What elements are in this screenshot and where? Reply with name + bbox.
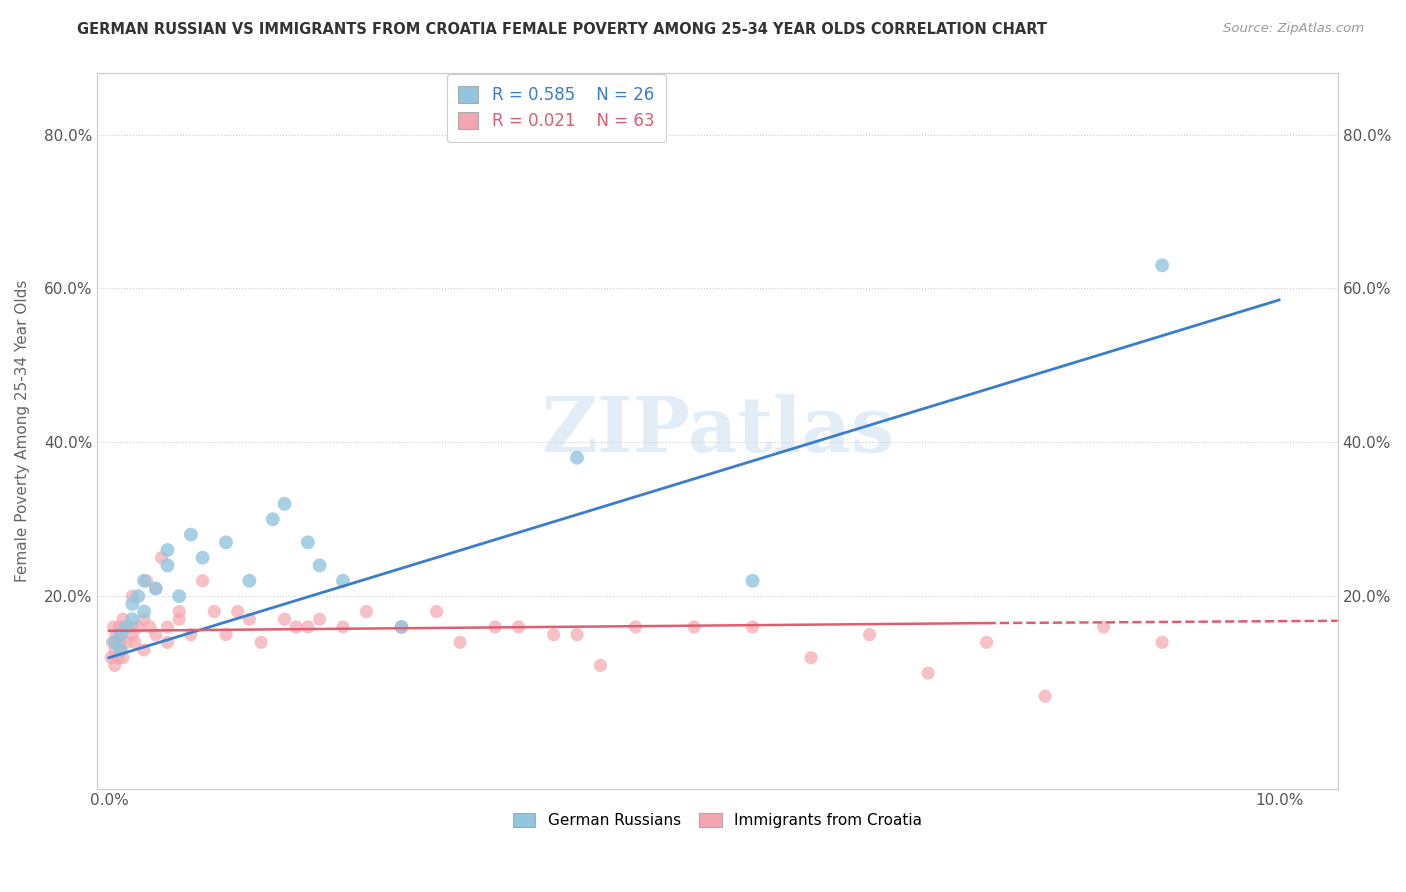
Text: ZIPatlas: ZIPatlas [541, 393, 894, 467]
Point [110, 627, 132, 641]
Point [132, 612, 155, 626]
Point [741, 574, 763, 588]
Point [127, 589, 149, 603]
Point [202, 605, 225, 619]
Point [100, 650, 122, 665]
Point [800, 650, 823, 665]
Point [191, 574, 214, 588]
Point [111, 612, 134, 626]
Point [104, 627, 127, 641]
Point [104, 635, 127, 649]
Point [565, 627, 588, 641]
Point [426, 605, 449, 619]
Point [167, 589, 190, 603]
Point [917, 666, 939, 681]
Point [308, 558, 330, 573]
Point [332, 574, 354, 588]
Point [121, 620, 143, 634]
Point [145, 582, 167, 596]
Point [543, 627, 565, 641]
Point [285, 620, 308, 634]
Point [589, 658, 612, 673]
Point [105, 635, 128, 649]
Point [111, 650, 134, 665]
Point [132, 643, 155, 657]
Point [273, 612, 295, 626]
Point [262, 512, 284, 526]
Point [156, 558, 179, 573]
Point [391, 620, 413, 634]
Point [107, 650, 129, 665]
Point [110, 643, 132, 657]
Point [332, 620, 354, 634]
Point [250, 635, 273, 649]
Point [156, 620, 179, 634]
Point [215, 535, 238, 549]
Point [156, 543, 179, 558]
Point [238, 574, 260, 588]
Y-axis label: Female Poverty Among 25-34 Year Olds: Female Poverty Among 25-34 Year Olds [15, 279, 30, 582]
Point [132, 574, 155, 588]
Point [145, 627, 167, 641]
Point [191, 550, 214, 565]
Point [976, 635, 998, 649]
Point [226, 605, 249, 619]
Point [103, 620, 125, 634]
Point [167, 612, 190, 626]
Point [121, 597, 143, 611]
Point [110, 643, 132, 657]
Legend: German Russians, Immigrants from Croatia: German Russians, Immigrants from Croatia [506, 807, 928, 835]
Point [683, 620, 706, 634]
Point [115, 620, 138, 634]
Point [391, 620, 413, 634]
Point [121, 627, 143, 641]
Point [741, 620, 763, 634]
Point [449, 635, 471, 649]
Point [104, 643, 127, 657]
Point [180, 627, 202, 641]
Point [167, 605, 190, 619]
Point [624, 620, 647, 634]
Point [273, 497, 295, 511]
Point [110, 635, 132, 649]
Point [127, 620, 149, 634]
Point [115, 635, 138, 649]
Point [308, 612, 330, 626]
Point [104, 658, 127, 673]
Point [297, 535, 319, 549]
Point [1152, 258, 1174, 272]
Point [297, 620, 319, 634]
Point [132, 605, 155, 619]
Point [215, 627, 238, 641]
Point [121, 589, 143, 603]
Point [1092, 620, 1115, 634]
Point [1033, 689, 1056, 703]
Point [356, 605, 378, 619]
Point [135, 574, 157, 588]
Point [508, 620, 530, 634]
Point [145, 582, 167, 596]
Point [139, 620, 162, 634]
Point [1152, 635, 1174, 649]
Point [156, 635, 179, 649]
Point [108, 620, 131, 634]
Point [114, 620, 136, 634]
Point [484, 620, 506, 634]
Point [101, 635, 124, 649]
Point [121, 612, 143, 626]
Point [238, 612, 260, 626]
Text: Source: ZipAtlas.com: Source: ZipAtlas.com [1223, 22, 1364, 36]
Point [858, 627, 880, 641]
Point [124, 635, 146, 649]
Point [110, 627, 132, 641]
Text: GERMAN RUSSIAN VS IMMIGRANTS FROM CROATIA FEMALE POVERTY AMONG 25-34 YEAR OLDS C: GERMAN RUSSIAN VS IMMIGRANTS FROM CROATI… [77, 22, 1047, 37]
Point [150, 550, 173, 565]
Point [180, 527, 202, 541]
Point [565, 450, 588, 465]
